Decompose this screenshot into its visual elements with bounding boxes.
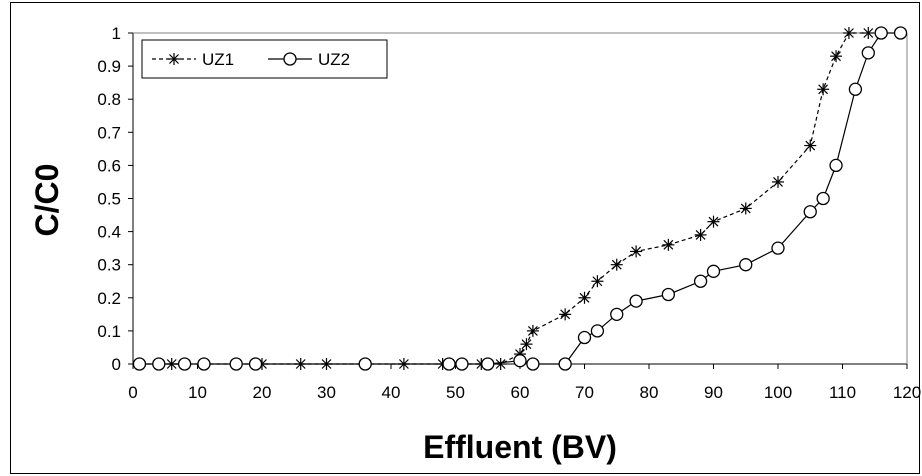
data-point-uz2 (455, 357, 469, 371)
data-point-uz2 (558, 357, 572, 371)
data-point-uz2 (197, 357, 211, 371)
data-point-uz2 (513, 354, 527, 368)
data-point-uz2 (610, 307, 624, 322)
data-point-uz2 (248, 357, 263, 371)
x-axis-title: Effluent (BV) (423, 429, 617, 465)
data-point-uz2 (132, 357, 147, 371)
series-line-uz1 (139, 32, 869, 365)
data-point-uz2 (803, 205, 817, 219)
y-tick-label: 0.7 (97, 123, 121, 142)
data-point-uz1 (772, 175, 784, 188)
x-tick-label: 40 (382, 383, 401, 402)
x-tick-label: 90 (704, 383, 723, 402)
chart-frame (10, 2, 920, 474)
data-point-uz1 (520, 338, 533, 351)
data-point-uz2 (152, 357, 166, 371)
data-point-uz2 (693, 274, 708, 288)
data-point-uz2 (526, 357, 540, 371)
x-tick-label: 30 (317, 383, 336, 402)
x-tick-label: 100 (764, 383, 792, 402)
data-point-uz1 (630, 245, 643, 258)
data-point-uz2 (816, 191, 830, 206)
x-tick-label: 70 (575, 383, 594, 402)
x-axis-ticks: 0 10 20 30 40 50 60 70 80 90 100 110 120 (128, 364, 921, 402)
x-tick-label: 110 (829, 383, 856, 402)
data-point-uz1 (578, 291, 591, 304)
y-tick-label: 0.2 (97, 289, 121, 308)
data-point-uz2 (629, 294, 643, 308)
data-point-uz2 (893, 26, 908, 40)
y-tick-label: 0.1 (97, 322, 121, 341)
y-tick-label: 0.4 (97, 223, 121, 242)
data-point-uz1 (526, 324, 539, 337)
data-point-uz1 (662, 238, 675, 251)
data-point-uz1 (610, 258, 623, 271)
y-tick-label: 0.6 (97, 156, 121, 175)
data-point-uz2 (848, 82, 863, 96)
data-point-uz2 (661, 287, 675, 302)
data-point-uz1 (842, 27, 855, 39)
y-tick-label: 0.9 (97, 57, 121, 76)
series-layer (132, 26, 908, 371)
x-tick-label: 50 (446, 383, 465, 402)
data-point-uz1 (591, 275, 604, 288)
series-line-uz2 (139, 32, 901, 365)
data-point-uz2 (481, 357, 495, 371)
x-tick-label: 10 (188, 383, 207, 402)
data-point-uz1 (817, 83, 830, 96)
data-point-uz1 (707, 215, 720, 228)
legend-label-uz1: UZ1 (202, 50, 234, 69)
x-tick-label: 20 (253, 383, 272, 402)
data-point-uz1 (694, 228, 707, 241)
legend: UZ1 UZ2 (141, 39, 388, 79)
data-point-uz2 (739, 258, 753, 272)
y-tick-label: 0.3 (97, 256, 121, 275)
x-tick-label: 120 (893, 383, 921, 402)
legend-marker-uz1 (168, 53, 180, 65)
data-point-uz1 (559, 308, 572, 321)
data-point-uz2 (358, 357, 372, 371)
y-tick-label: 0.5 (97, 190, 121, 209)
data-point-uz2 (442, 357, 456, 371)
data-point-uz2 (829, 158, 843, 173)
data-point-uz2 (229, 357, 243, 371)
data-point-uz2 (706, 264, 721, 278)
y-tick-label: 0 (112, 355, 121, 374)
series-uz2 (132, 26, 908, 371)
data-point-uz2 (861, 46, 875, 60)
x-tick-label: 80 (640, 383, 659, 402)
y-axis-ticks: 0 0.1 0.2 0.3 0.4 0.5 0.6 0.7 0.8 0.9 1 (97, 24, 133, 374)
x-tick-label: 0 (128, 383, 137, 402)
data-point-uz2 (874, 26, 888, 40)
data-point-uz1 (804, 139, 817, 152)
data-point-uz1 (494, 358, 507, 370)
legend-marker-uz2 (283, 52, 297, 66)
data-point-uz1 (862, 27, 875, 39)
y-tick-label: 0.8 (97, 90, 121, 109)
data-point-uz2 (177, 357, 192, 371)
data-point-uz2 (771, 241, 785, 255)
data-point-uz2 (590, 324, 605, 338)
x-tick-label: 60 (511, 383, 530, 402)
data-point-uz1 (739, 202, 752, 215)
data-point-uz1 (830, 50, 843, 63)
y-axis-title: C/C0 (29, 164, 65, 237)
axes (132, 32, 908, 365)
y-tick-label: 1 (112, 24, 121, 43)
legend-label-uz2: UZ2 (318, 50, 350, 69)
data-point-uz2 (577, 330, 592, 345)
